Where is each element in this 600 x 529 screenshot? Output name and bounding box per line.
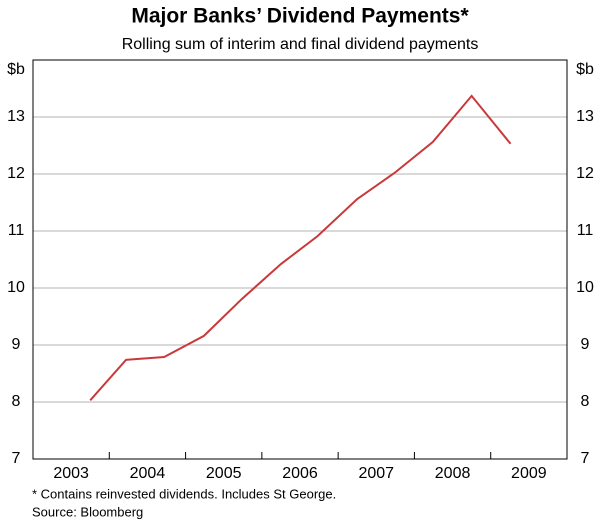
y-unit-left: $b bbox=[7, 61, 25, 78]
chart-subtitle: Rolling sum of interim and final dividen… bbox=[122, 36, 479, 53]
y-tick-label-right: 9 bbox=[581, 336, 590, 353]
y-tick-label: 12 bbox=[7, 165, 25, 182]
y-tick-label: 13 bbox=[7, 108, 25, 125]
x-tick-label: 2007 bbox=[358, 465, 394, 482]
y-tick-label: 8 bbox=[12, 393, 21, 410]
y-tick-label: 7 bbox=[12, 450, 21, 467]
data-line bbox=[89, 94, 512, 401]
y-tick-label-right: 13 bbox=[576, 108, 594, 125]
y-unit-right: $b bbox=[576, 61, 594, 78]
x-tick-label: 2003 bbox=[53, 465, 89, 482]
x-tick-label: 2005 bbox=[206, 465, 242, 482]
y-tick-label-right: 10 bbox=[576, 279, 594, 296]
y-tick-label-right: 8 bbox=[581, 393, 590, 410]
x-tick-label: 2009 bbox=[511, 465, 547, 482]
plot-frame bbox=[32, 59, 568, 460]
x-tick-label: 2008 bbox=[435, 465, 471, 482]
y-tick-label: 10 bbox=[7, 279, 25, 296]
y-tick-label-right: 7 bbox=[581, 450, 590, 467]
y-tick-label: 9 bbox=[12, 336, 21, 353]
source-note: Source: Bloomberg bbox=[32, 504, 143, 519]
x-tick-label: 2004 bbox=[130, 465, 166, 482]
y-tick-label: 11 bbox=[8, 222, 25, 239]
y-tick-label-right: 11 bbox=[577, 222, 594, 239]
x-tick-label: 2006 bbox=[282, 465, 318, 482]
footnote: * Contains reinvested dividends. Include… bbox=[32, 486, 336, 501]
chart-title: Major Banks’ Dividend Payments* bbox=[131, 5, 469, 28]
y-tick-label-right: 12 bbox=[576, 165, 594, 182]
